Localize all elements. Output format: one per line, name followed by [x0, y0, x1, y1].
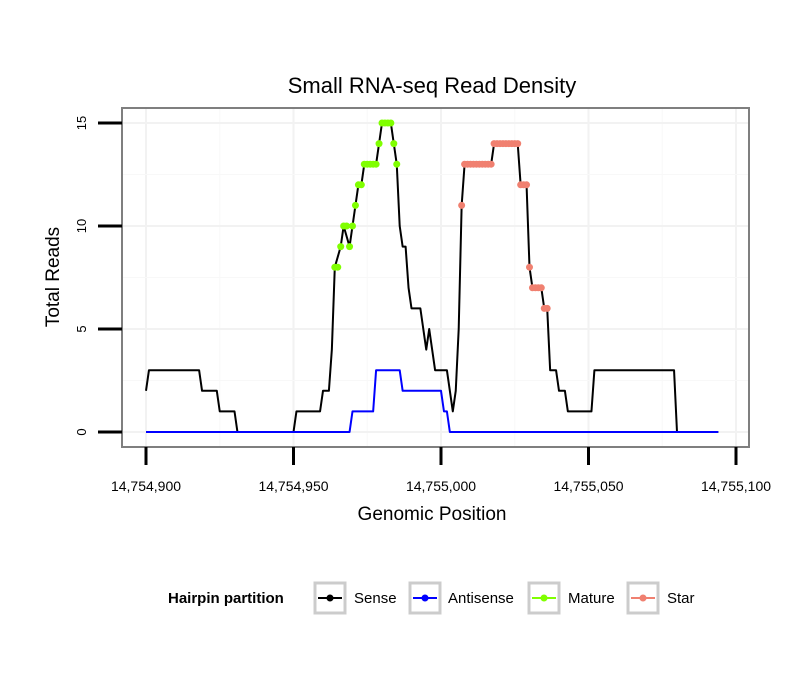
x-tick-label: 14,754,900 — [111, 478, 181, 494]
star-data-point — [537, 284, 545, 292]
y-axis-label: Total Reads — [43, 227, 64, 327]
chart-title: Small RNA-seq Read Density — [288, 73, 577, 98]
star-data-point — [514, 140, 522, 148]
mature-data-point — [387, 119, 395, 127]
x-tick-label: 14,755,000 — [406, 478, 476, 494]
mature-data-point — [337, 243, 345, 251]
legend-label-antisense: Antisense — [448, 590, 514, 607]
legend-key-point-star — [639, 594, 647, 602]
mature-data-point — [372, 160, 380, 168]
star-data-point — [523, 181, 531, 189]
axes: 14,754,900 14,754,950 14,755,000 14,755,050… — [74, 116, 771, 494]
y-tick-label: 5 — [74, 325, 89, 332]
data-series — [145, 119, 719, 433]
mature-data-point — [343, 222, 351, 230]
star-data-point — [526, 263, 533, 271]
x-tick-label: 14,755,050 — [553, 478, 623, 494]
mature-data-point — [351, 201, 359, 209]
y-tick-label: 10 — [74, 219, 89, 233]
mature-data-point — [334, 263, 342, 271]
legend-label-mature: Mature — [568, 590, 615, 607]
x-tick-label: 14,754,950 — [258, 478, 328, 494]
legend-key-point-mature — [540, 594, 548, 602]
x-tick-label: 14,755,100 — [701, 478, 771, 494]
star-data-point — [543, 304, 551, 312]
mature-data-point — [390, 140, 398, 148]
legend-title: Hairpin partition — [168, 590, 284, 607]
mature-data-point — [375, 140, 383, 148]
legend-key-point-antisense — [421, 594, 429, 602]
legend: Hairpin partition Sense Antisense Mature St… — [168, 581, 695, 615]
y-tick-label: 0 — [74, 428, 89, 435]
legend-key-point-sense — [326, 594, 334, 602]
legend-label-star: Star — [667, 590, 695, 607]
star-data-point — [458, 201, 466, 209]
mature-data-point — [346, 243, 354, 251]
mature-data-point — [393, 160, 401, 168]
y-tick-label: 15 — [74, 116, 89, 130]
mature-data-point — [357, 181, 365, 189]
legend-label-sense: Sense — [354, 590, 397, 607]
mature-data-point — [349, 222, 356, 230]
x-axis-label: Genomic Position — [358, 504, 507, 525]
antisense-series-line — [146, 369, 719, 433]
star-data-point — [487, 160, 495, 168]
